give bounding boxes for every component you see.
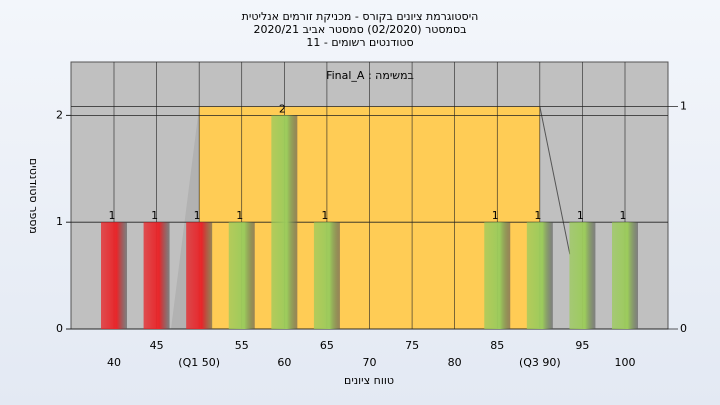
data-label: 1: [109, 209, 116, 222]
bar: [612, 222, 638, 329]
y-tick-label: 2: [56, 108, 63, 121]
x-tick-label: 60: [277, 356, 291, 369]
data-label: 1: [151, 209, 158, 222]
data-label: 1: [321, 209, 328, 222]
bar: [228, 222, 255, 329]
x-axis-label: טווח ציונים: [344, 374, 394, 387]
whisker: [539, 106, 571, 255]
title-line: סטודנטים רשומים - 11: [306, 36, 413, 49]
data-label: 1: [577, 209, 584, 222]
bar: [101, 222, 127, 329]
bar: [143, 222, 170, 329]
title-line: בסמסטר (02/2020) סמסטר אביב 2020/21: [253, 23, 466, 36]
y2-tick-label: 0: [680, 322, 687, 335]
x-tick-label: 95: [575, 339, 589, 352]
data-label: 1: [194, 209, 201, 222]
bar: [569, 222, 596, 329]
x-tick-label: 85: [490, 339, 504, 352]
bar: [313, 222, 340, 329]
x-tick-label: (Q1 50): [178, 356, 220, 369]
bar: [186, 222, 213, 329]
x-tick-label: 65: [320, 339, 334, 352]
x-tick-label: 45: [150, 339, 164, 352]
data-label: 1: [236, 209, 243, 222]
x-tick-label: 100: [615, 356, 636, 369]
bar: [484, 222, 511, 329]
x-tick-label: 75: [405, 339, 419, 352]
bar: [526, 222, 553, 329]
data-label: 1: [492, 209, 499, 222]
y-tick-label: 1: [56, 215, 63, 228]
data-label: 2: [279, 102, 286, 115]
subtitle: במשימה : Final_A: [326, 69, 414, 82]
x-tick-label: 55: [235, 339, 249, 352]
y2-tick-label: 1: [680, 100, 687, 113]
title-line: היסטוגרמת ציונים בקורס - מכניקת זורמים א…: [242, 10, 479, 23]
bar: [271, 115, 298, 330]
x-tick-label: 40: [107, 356, 121, 369]
x-tick-label: (Q3 90): [519, 356, 561, 369]
x-tick-label: 70: [363, 356, 377, 369]
x-tick-label: 80: [448, 356, 462, 369]
y-tick-label: 0: [56, 322, 63, 335]
data-label: 1: [534, 209, 541, 222]
y-axis-label: מספר סטודנטים: [27, 158, 40, 234]
data-label: 1: [620, 209, 627, 222]
